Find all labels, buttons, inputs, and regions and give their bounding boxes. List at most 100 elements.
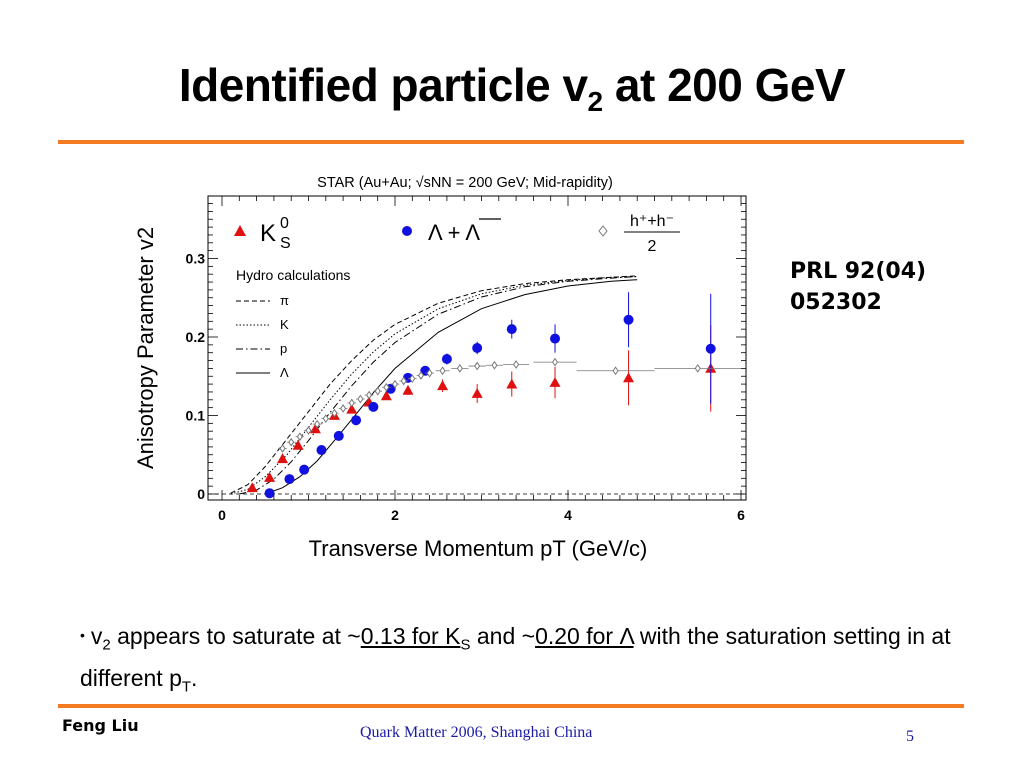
hadron-point [331, 408, 338, 418]
hadron-point [513, 360, 520, 369]
legend-k0s-marker [234, 225, 246, 236]
footer-author: Feng Liu [62, 716, 139, 735]
slide-title: Identified particle v2 at 200 GeV [0, 58, 1024, 117]
bullet-marker: • [80, 627, 85, 643]
legend-hadron-numerator: h⁺+h⁻ [630, 213, 674, 230]
reference-line-1: PRL 92(04) [790, 259, 927, 284]
legend-k0s-label: K [260, 220, 276, 247]
lambda-point [264, 488, 275, 499]
hydro-curve-Λ [265, 279, 638, 495]
legend-k0s-sup: 0 [280, 215, 289, 232]
hydro-legend-label-K: K [280, 317, 289, 332]
title-tail: at 200 GeV [602, 59, 846, 111]
plot-frame [207, 195, 747, 501]
x-tick-label: 2 [391, 507, 399, 523]
bullet-part-4: with the saturation setting in at differ… [80, 623, 951, 691]
lambda-point [441, 353, 452, 364]
hadron-point [456, 364, 463, 373]
hadron-point [439, 366, 446, 376]
lambda-point [333, 430, 344, 441]
y-tick-label: 0 [197, 486, 205, 502]
lambda-point [550, 333, 561, 344]
lambda-point [351, 415, 362, 426]
bullet-highlight-ks: 0.13 for KS [360, 623, 471, 654]
hydro-curve-p [239, 276, 638, 495]
hydro-legend-title: Hydro calculations [236, 267, 350, 283]
hydro-curve-π [230, 275, 638, 494]
lambda-point [705, 343, 716, 354]
hadron-point [314, 419, 321, 429]
k0s-point [623, 372, 635, 383]
hadron-point [426, 368, 433, 378]
hadron-point [322, 414, 329, 424]
hadron-point [305, 426, 312, 435]
legend-lambda-label: Λ + Λ [428, 220, 480, 245]
highlight-ks-sub: S [460, 636, 471, 654]
highlight-ks-text: 0.13 for K [360, 623, 461, 649]
hydro-legend-label-π: π [280, 293, 289, 308]
k0s-point [277, 453, 289, 464]
reference-line-2: 052302 [790, 290, 882, 315]
k0s-point [471, 388, 483, 398]
y-axis-label: Anisotropy Parameter v2 [133, 227, 158, 469]
k0s-point [292, 439, 304, 450]
k0s-point [264, 472, 276, 482]
hadron-point [694, 364, 701, 373]
hadron-point [348, 398, 355, 408]
hadron-point [357, 394, 364, 404]
y-tick-label: 0.1 [186, 408, 206, 424]
hadron-point [491, 360, 498, 370]
legend-k0s-sub: S [280, 235, 291, 252]
k0s-point [402, 384, 414, 395]
x-tick-label: 4 [564, 507, 572, 523]
k0s-point [346, 403, 358, 414]
x-axis-label: Transverse Momentum pT (GeV/c) [309, 536, 648, 561]
title-subscript: 2 [587, 86, 604, 117]
footer-conference: Quark Matter 2006, Shanghai China [360, 724, 593, 741]
k0s-point [506, 378, 518, 389]
hadron-point [391, 379, 399, 389]
bullet-part-3: and ~ [470, 623, 536, 649]
hadron-point [612, 366, 619, 376]
legend-hadron-denominator: 2 [648, 238, 657, 255]
k0s-point [437, 380, 449, 391]
y-tick-label: 0.3 [186, 251, 206, 267]
lambda-point [284, 474, 295, 485]
hadron-point [340, 404, 347, 413]
bullet-v-sub: 2 [102, 636, 111, 654]
hydro-legend-label-p: p [280, 341, 287, 356]
data-markers [246, 292, 741, 499]
reference-citation: PRL 92(04) 052302 [790, 256, 926, 318]
hadron-point [417, 371, 425, 380]
title-main: Identified particle v [178, 59, 588, 111]
hadron-point [400, 376, 407, 386]
hadron-point [288, 437, 295, 447]
bullet-text: • v2 appears to saturate at ~0.13 for KS … [80, 620, 960, 703]
legend-lambda-marker [402, 226, 412, 236]
bullet-pt-sub: T [181, 678, 192, 696]
lambda-point [299, 464, 310, 475]
lambda-point [368, 401, 379, 412]
hadron-point [296, 432, 303, 442]
bullet-v: v [90, 623, 103, 649]
axes: 0 2 4 6 0 0.1 0.2 0.3 [186, 196, 746, 523]
hadron-point [474, 361, 481, 371]
lambda-point [506, 324, 517, 335]
bullet-highlight-lambda: 0.20 for Λ [535, 623, 634, 649]
bullet-part-2: appears to saturate at ~ [110, 623, 361, 649]
k0s-point [549, 377, 561, 387]
k0s-point [380, 390, 392, 401]
lambda-point [316, 445, 327, 456]
hydro-legend-label-Λ: Λ [280, 365, 289, 380]
footer-divider [58, 704, 964, 708]
hydro-curves [230, 275, 638, 495]
chart-title: STAR (Au+Au; √sNN = 200 GeV; Mid-rapidit… [317, 175, 613, 191]
lambda-point [472, 342, 483, 353]
k0s-point [246, 482, 258, 493]
hadron-point [374, 386, 381, 396]
y-tick-label: 0.2 [186, 329, 206, 345]
hydro-curve-K [230, 276, 638, 495]
hadron-point [383, 382, 390, 392]
